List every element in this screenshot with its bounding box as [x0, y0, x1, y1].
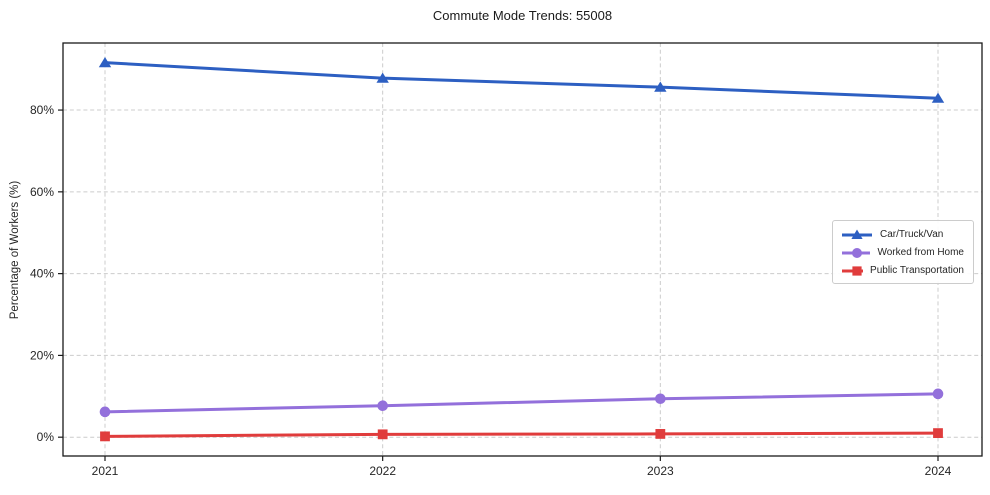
- square-marker-icon: [842, 265, 864, 276]
- data-point-public-transportation: [933, 428, 943, 439]
- legend-label: Public Transportation: [870, 265, 964, 276]
- y-axis-label: Percentage of Workers (%): [9, 180, 21, 320]
- data-point-car-truck-van: [376, 72, 389, 83]
- data-point-worked-from-home: [655, 393, 666, 405]
- data-point-public-transportation: [377, 429, 388, 440]
- x-tick-label: 2023: [647, 464, 674, 478]
- data-point-worked-from-home: [99, 406, 111, 418]
- y-tick-label: 0%: [37, 430, 55, 444]
- data-point-car-truck-van: [98, 57, 112, 68]
- legend-item-public-transportation: Public Transportation: [841, 263, 964, 278]
- data-point-car-truck-van: [654, 81, 667, 92]
- data-point-car-truck-van: [931, 92, 945, 103]
- axes-frame: [62, 42, 983, 457]
- x-tick-label: 2024: [925, 464, 952, 478]
- legend-item-car-truck-van: Car/Truck/Van: [841, 227, 964, 242]
- data-point-worked-from-home: [377, 400, 388, 412]
- legend-item-worked-from-home: Worked from Home: [841, 245, 964, 260]
- y-tick-label: 20%: [30, 348, 54, 362]
- series-line-worked-from-home: [103, 392, 940, 414]
- series-line-car-truck-van: [103, 61, 940, 100]
- chart-title: Commute Mode Trends: 55008: [432, 8, 613, 23]
- data-point-worked-from-home: [932, 388, 944, 400]
- triangle-marker-icon: [842, 229, 872, 239]
- data-point-public-transportation: [100, 431, 110, 442]
- x-tick-label: 2022: [369, 464, 396, 478]
- circle-marker-icon: [842, 247, 871, 258]
- legend-label: Worked from Home: [877, 247, 964, 258]
- data-point-public-transportation: [655, 429, 666, 439]
- legend-label: Car/Truck/Van: [880, 229, 944, 240]
- series-line-public-transportation: [103, 431, 940, 438]
- y-tick-label: 60%: [30, 185, 54, 199]
- y-tick-label: 40%: [30, 267, 54, 281]
- legend: Car/Truck/Van Worked from Home Public Tran…: [832, 220, 974, 284]
- x-tick-label: 2021: [92, 464, 119, 478]
- y-tick-label: 80%: [30, 103, 54, 117]
